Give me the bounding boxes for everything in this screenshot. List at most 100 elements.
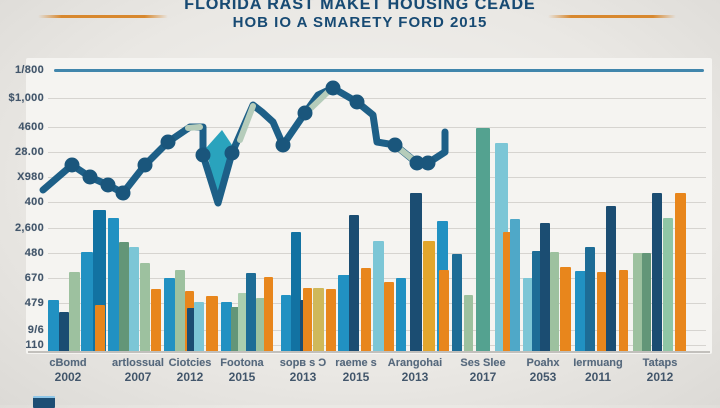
bar-sage (256, 298, 265, 352)
bar-sage (175, 270, 185, 352)
x-axis-category-label: Poahx 2053 (498, 357, 588, 384)
x-axis-category-label: raeme s 2015 (311, 357, 401, 384)
legend-swatch (33, 396, 55, 408)
bar-steel (452, 254, 462, 352)
x-axis-category-year: 2007 (124, 370, 152, 384)
bar-orange (560, 267, 571, 352)
x-axis-category-label: Tataps 2012 (615, 357, 705, 384)
bar-navy (410, 193, 422, 352)
x-axis-category-name: sopв s Ɔ (279, 357, 327, 369)
bar-navy (349, 215, 359, 352)
bar-sage (550, 252, 559, 352)
bar-orange (597, 272, 606, 352)
bar-orange (384, 282, 394, 352)
bar-sage (633, 253, 643, 352)
y-axis-tick-label: 2,600 (14, 222, 44, 234)
bar-palesage (238, 293, 247, 352)
bar-navy (187, 308, 195, 352)
x-axis-category-label: artlossual 2007 (93, 357, 183, 384)
bar-darksage (119, 242, 129, 352)
bar-tealgreen (476, 128, 490, 352)
bar-orange (619, 270, 628, 352)
bar-darksage (231, 307, 239, 352)
x-axis-category-name: Ciotcies (168, 357, 212, 369)
x-axis-category-name: Ses Slee (460, 357, 506, 369)
x-axis-category-year: 2015 (228, 370, 256, 384)
x-axis-category-label: Iermuang 2011 (553, 357, 643, 384)
bar-blue (575, 271, 586, 352)
top-axis-line (54, 69, 704, 72)
gridline (48, 177, 706, 178)
x-axis-category-label: Ciotcies 2012 (145, 357, 235, 384)
bar-sage (140, 263, 150, 352)
bar-lightcyan (129, 247, 139, 352)
bar-blue (281, 295, 291, 352)
chart-title-line1: FLORIDA RAST MAKET HOUSING CEADE (184, 0, 536, 13)
bar-blue (48, 300, 59, 352)
bar-steel (585, 247, 595, 352)
x-axis-category-year: 2011 (584, 370, 612, 384)
gridline (48, 98, 706, 99)
bar-deepblue (291, 232, 301, 352)
chart-title: FLORIDA RAST MAKET HOUSING CEADE HOB IO … (0, 0, 720, 30)
x-axis-category-label: Ses Slee 2017 (438, 357, 528, 384)
bar-lightblue (510, 219, 520, 352)
x-axis-line (28, 351, 710, 353)
bar-blue (221, 302, 232, 352)
bar-khaki (313, 288, 324, 352)
x-axis-category-year: 2015 (342, 370, 370, 384)
bar-darksage (642, 253, 651, 352)
bar-gold (423, 241, 435, 352)
x-axis-category-name: Poahx (526, 357, 560, 369)
y-axis-tick-label: 110 (25, 339, 44, 351)
bar-navy (59, 312, 69, 352)
bar-blue (396, 278, 406, 352)
x-axis-category-name: cBomd (49, 357, 87, 369)
gridline (48, 228, 706, 229)
bar-navy (540, 223, 550, 352)
chart-title-line2: HOB IO A SMARETY FORD 2015 (232, 14, 488, 31)
x-axis-category-label: sopв s Ɔ 2013 (258, 357, 348, 384)
x-axis-category-year: 2002 (54, 370, 82, 384)
x-axis-category-year: 2012 (646, 370, 674, 384)
bar-orange (503, 232, 511, 352)
bar-orange (95, 305, 105, 352)
bar-sage (69, 272, 80, 352)
bar-orange (303, 288, 312, 352)
bar-lightcyan (194, 302, 204, 352)
y-axis-tick-label: 9/6 (27, 324, 44, 336)
bar-palegreen (663, 218, 673, 352)
bar-steel (532, 251, 541, 352)
x-axis-category-label: cBomd 2002 (23, 357, 113, 384)
bar-orange (361, 268, 371, 352)
title-divider-right (548, 15, 676, 18)
bar-navy (652, 193, 662, 352)
bar-orange (439, 270, 449, 352)
bar-lightcyan (523, 278, 533, 352)
x-axis-category-name: Arangohai (387, 357, 443, 369)
x-axis-category-year: 2013 (289, 370, 317, 384)
gridline (48, 202, 706, 203)
bar-lightcyan (373, 241, 384, 352)
y-axis-tick-label: 480 (24, 247, 44, 259)
bar-orange (264, 277, 273, 352)
x-axis-category-name: artlossual (112, 357, 164, 369)
x-axis-category-year: 2013 (401, 370, 429, 384)
bar-steel (246, 273, 256, 352)
bar-blue (108, 218, 119, 352)
x-axis-category-name: Tataps (642, 357, 678, 369)
title-divider-left (38, 15, 168, 18)
y-axis-tick-label: $1,000 (8, 92, 44, 104)
y-axis-tick-label: 28.00 (14, 146, 44, 158)
y-axis-tick-label: 1/800 (14, 64, 44, 76)
bar-navy (606, 206, 616, 352)
gridline (48, 152, 706, 153)
y-axis-tick-label: 479 (24, 297, 44, 309)
bar-orange (675, 193, 686, 352)
x-axis-category-label: Footona 2015 (197, 357, 287, 384)
x-axis-category-year: 2053 (529, 370, 557, 384)
bar-sage (464, 295, 473, 352)
y-axis-tick-label: 670 (24, 272, 44, 284)
bar-blue (164, 278, 175, 352)
